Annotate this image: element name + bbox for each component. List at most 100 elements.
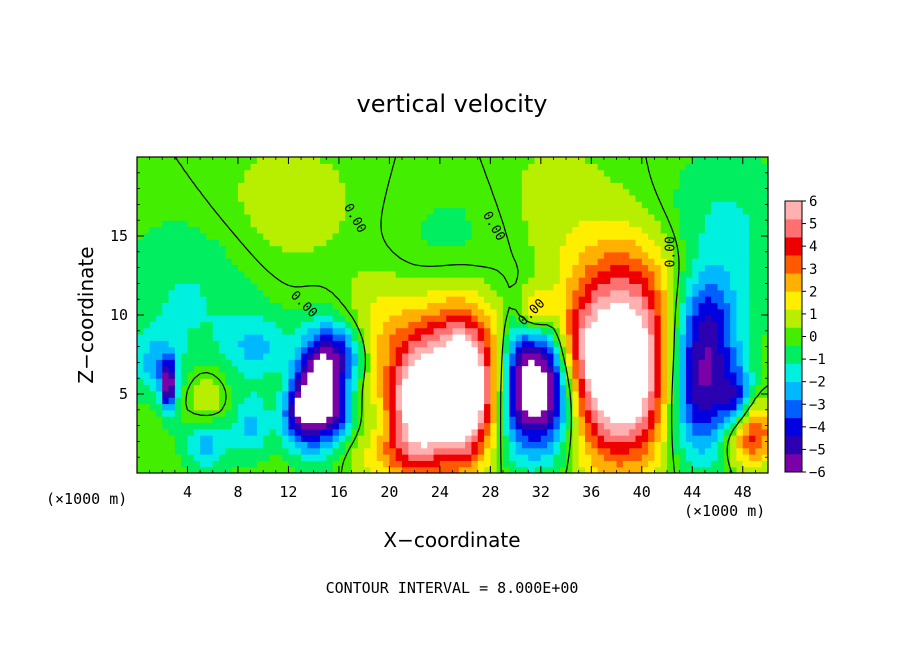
heatmap-cell (685, 258, 693, 266)
heatmap-cell (231, 466, 239, 473)
heatmap-cell (641, 302, 649, 310)
heatmap-cell (269, 277, 277, 284)
heatmap-cell (193, 213, 201, 221)
heatmap-cell (641, 213, 649, 221)
heatmap-cell (307, 239, 315, 247)
heatmap-cell (761, 315, 768, 322)
heatmap-cell (269, 460, 277, 468)
heatmap-cell (528, 264, 536, 272)
heatmap-cell (446, 251, 454, 259)
heatmap-cell (250, 365, 258, 373)
heatmap-cell (597, 321, 605, 329)
heatmap-cell (174, 441, 182, 449)
heatmap-cell (219, 340, 226, 348)
heatmap-cell (244, 403, 252, 411)
heatmap-cell (149, 371, 157, 379)
heatmap-cell (288, 157, 296, 164)
heatmap-cell (692, 447, 700, 455)
heatmap-cell (521, 270, 529, 278)
heatmap-cell (282, 232, 290, 240)
heatmap-cell (452, 270, 460, 278)
heatmap-cell (282, 157, 290, 164)
heatmap-cell (629, 264, 637, 272)
heatmap-cell (502, 163, 510, 171)
heatmap-cell (585, 232, 592, 240)
heatmap-cell (566, 359, 573, 367)
heatmap-cell (200, 378, 208, 386)
heatmap-cell (673, 340, 681, 348)
heatmap-cell (540, 422, 548, 430)
heatmap-cell (357, 378, 365, 386)
heatmap-cell (244, 365, 252, 373)
heatmap-cell (452, 194, 460, 202)
heatmap-cell (528, 220, 536, 228)
heatmap-cell (553, 194, 561, 202)
heatmap-cell (168, 283, 176, 291)
heatmap-cell (225, 454, 233, 461)
heatmap-cell (484, 239, 491, 247)
heatmap-cell (742, 289, 750, 297)
heatmap-cell (338, 302, 346, 310)
heatmap-cell (187, 384, 195, 392)
heatmap-cell (490, 315, 498, 322)
heatmap-cell (263, 435, 271, 442)
heatmap-cell (269, 435, 277, 442)
heatmap-cell (490, 194, 498, 202)
heatmap-cell (559, 359, 567, 367)
heatmap-cell (263, 365, 271, 373)
heatmap-cell (730, 264, 738, 272)
heatmap-cell (692, 422, 700, 430)
heatmap-cell (143, 359, 151, 367)
heatmap-cell (301, 226, 308, 234)
heatmap-cell (547, 460, 555, 468)
heatmap-cell (515, 207, 523, 215)
heatmap-cell (162, 302, 170, 310)
heatmap-cell (673, 169, 681, 177)
heatmap-cell (155, 207, 163, 215)
heatmap-cell (629, 201, 637, 209)
heatmap-cell (244, 435, 252, 442)
heatmap-cell (648, 277, 656, 284)
heatmap-cell (730, 346, 738, 354)
heatmap-cell (578, 308, 586, 316)
heatmap-cell (168, 157, 176, 164)
heatmap-cell (692, 333, 700, 341)
heatmap-cell (521, 416, 529, 424)
heatmap-cell (326, 232, 334, 240)
heatmap-cell (692, 277, 700, 284)
heatmap-cell (603, 416, 611, 424)
heatmap-cell (521, 283, 529, 291)
heatmap-cell (414, 422, 422, 430)
heatmap-cell (414, 416, 422, 424)
heatmap-cell (490, 245, 498, 253)
heatmap-cell (679, 289, 687, 297)
heatmap-cell (237, 251, 245, 259)
heatmap-cell (313, 409, 321, 417)
heatmap-cell (256, 232, 264, 240)
heatmap-cell (685, 428, 693, 436)
heatmap-cell (282, 188, 290, 196)
heatmap-cell (572, 333, 580, 341)
heatmap-cell (168, 340, 176, 348)
heatmap-cell (383, 245, 390, 253)
heatmap-cell (137, 239, 144, 247)
heatmap-cell (635, 289, 643, 297)
heatmap-cell (408, 441, 416, 449)
heatmap-cell (749, 403, 756, 411)
heatmap-cell (528, 232, 536, 240)
heatmap-cell (137, 409, 144, 417)
heatmap-cell (698, 378, 706, 386)
heatmap-cell (717, 428, 725, 436)
heatmap-cell (648, 359, 656, 367)
heatmap-cell (465, 384, 473, 392)
heatmap-cell (143, 365, 151, 373)
heatmap-cell (294, 239, 302, 247)
heatmap-cell (383, 251, 390, 259)
heatmap-cell (263, 264, 271, 272)
heatmap-cell (572, 447, 580, 455)
heatmap-cell (502, 333, 510, 341)
heatmap-cell (288, 201, 296, 209)
heatmap-cell (673, 220, 681, 228)
heatmap-cell (610, 245, 618, 253)
heatmap-cell (629, 378, 637, 386)
